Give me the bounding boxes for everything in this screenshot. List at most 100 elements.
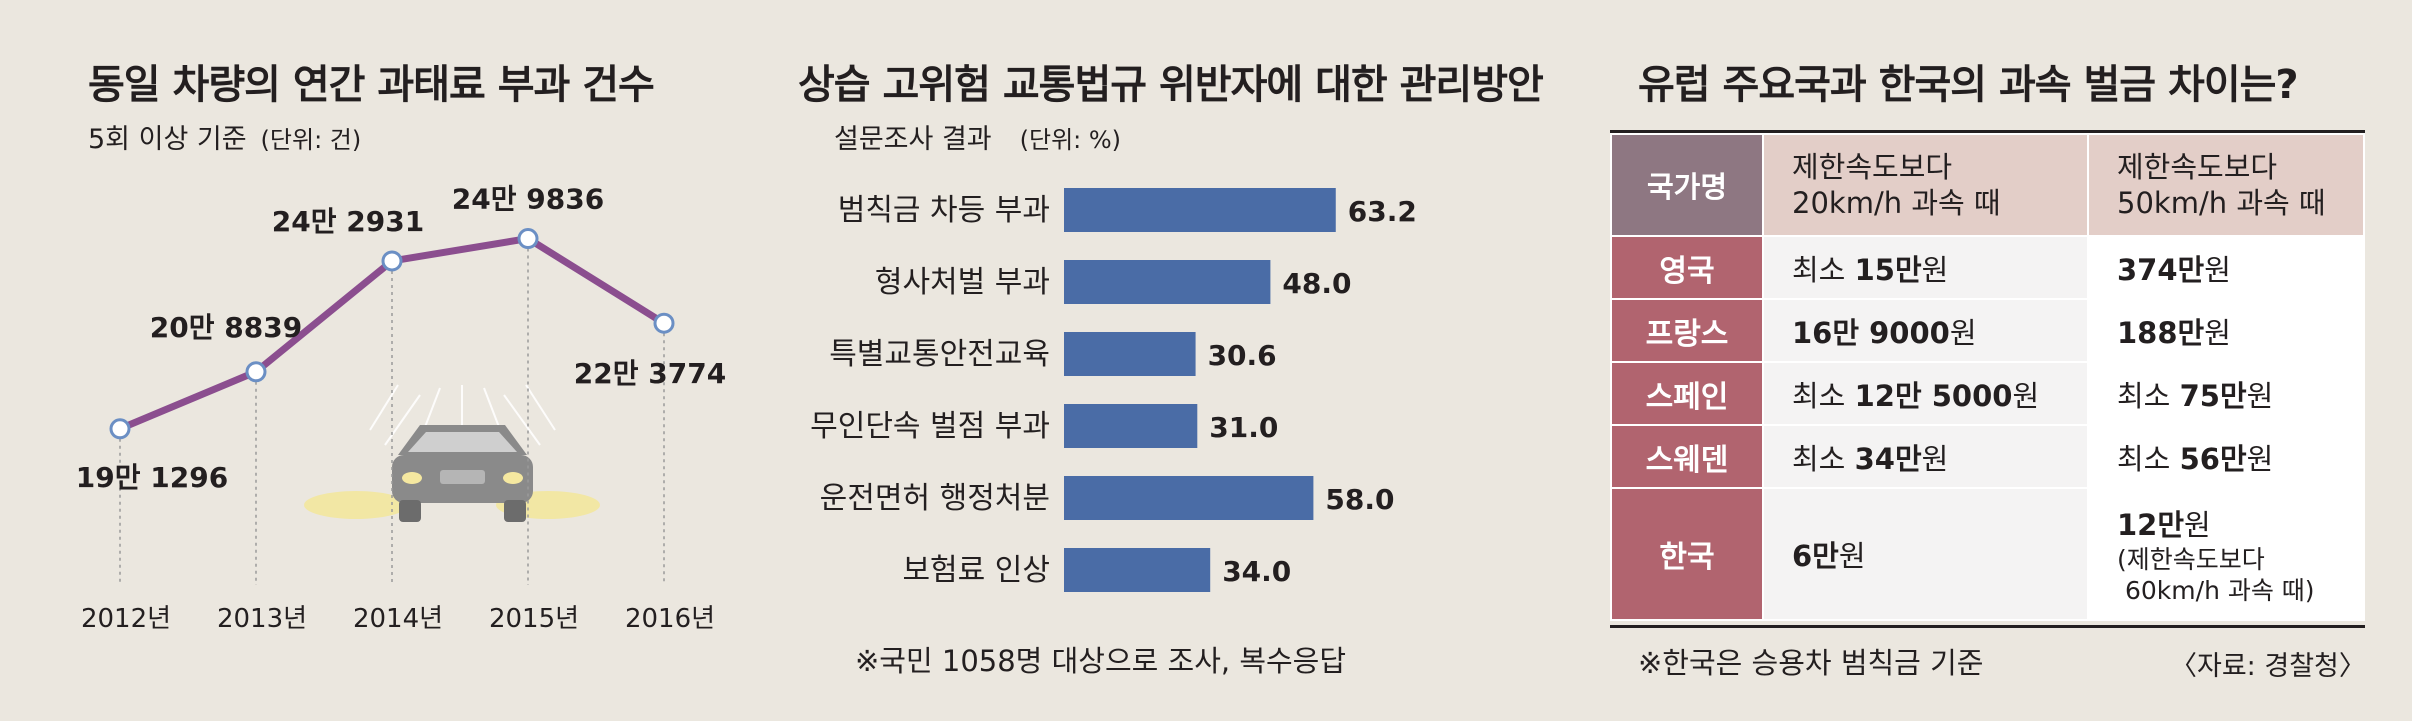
line-chart: 19만 1296 20만 8839 24만 2931 24만 9836 22만 3774… bbox=[76, 183, 726, 634]
line-chart-subtitle-text: 5회 이상 기준 bbox=[88, 124, 247, 155]
x-tick-label: 2013년 bbox=[217, 604, 307, 634]
fine-50-cell: 188만원 bbox=[2087, 298, 2365, 363]
table-row: 프랑스 16만 9000원 188만원 bbox=[1610, 298, 2365, 363]
data-point bbox=[653, 312, 675, 334]
category-label: 보험료 인상 bbox=[902, 553, 1050, 588]
fine-unit: 원 bbox=[2012, 378, 2040, 413]
bar-chart-title: 상습 고위험 교통법규 위반자에 대한 관리방안 bbox=[798, 62, 1544, 108]
bar-value-label: 31.0 bbox=[1209, 411, 1278, 444]
fine-amount: 34만 bbox=[1854, 441, 1922, 476]
fine-unit: 원 bbox=[1949, 315, 1977, 350]
bar-chart-note: ※국민 1058명 대상으로 조사, 복수응답 bbox=[855, 644, 1347, 678]
x-tick-label: 2015년 bbox=[489, 604, 579, 634]
fine-unit: 원 bbox=[2204, 252, 2231, 287]
fine-unit: 원 bbox=[2184, 507, 2211, 542]
data-label: 24만 9836 bbox=[452, 183, 604, 216]
bar bbox=[1064, 260, 1271, 304]
bar-value-label: 63.2 bbox=[1348, 195, 1417, 228]
fine-20-cell: 최소 12만 5000원 bbox=[1762, 361, 2089, 426]
data-point bbox=[245, 361, 267, 383]
x-tick-label: 2014년 bbox=[353, 604, 443, 634]
category-label: 운전면허 행정처분 bbox=[820, 481, 1050, 516]
fine-amount: 16만 9000 bbox=[1792, 315, 1950, 350]
header-country: 국가명 bbox=[1610, 133, 1764, 237]
fine-20-cell: 최소 15만원 bbox=[1762, 235, 2089, 300]
category-label: 형사처벌 부과 bbox=[875, 265, 1050, 300]
x-tick-label: 2012년 bbox=[81, 604, 171, 634]
data-label: 20만 8839 bbox=[150, 311, 302, 344]
country-cell: 스페인 bbox=[1610, 361, 1764, 426]
header-20kmh-line1: 제한속도보다 bbox=[1792, 149, 1953, 184]
fine-table-panel: 유럽 주요국과 한국의 과속 벌금 차이는? 국가명 제한속도보다 20km/h… bbox=[1590, 0, 2412, 721]
bar bbox=[1064, 404, 1198, 448]
header-20kmh: 제한속도보다 20km/h 과속 때 bbox=[1762, 133, 2089, 237]
fine-prefix: 최소 bbox=[2117, 441, 2180, 476]
line-chart-title: 동일 차량의 연간 과태료 부과 건수 bbox=[88, 62, 655, 108]
table-row: 한국 6만원 12만원 (제한속도보다 60km/h 과속 때) bbox=[1610, 487, 2365, 621]
fine-amount: 56만 bbox=[2179, 441, 2247, 476]
bar-chart-unit: (단위: %) bbox=[1019, 126, 1122, 154]
country-cell: 한국 bbox=[1610, 487, 1764, 621]
bar-chart-panel: 상습 고위험 교통법규 위반자에 대한 관리방안 설문조사 결과 (단위: %) … bbox=[770, 0, 1590, 721]
fine-unit: 원 bbox=[2246, 378, 2274, 413]
category-label: 무인단속 벌점 부과 bbox=[810, 409, 1050, 444]
bar-value-label: 30.6 bbox=[1208, 339, 1277, 372]
fine-amount: 188만 bbox=[2117, 315, 2205, 350]
table-row: 스페인 최소 12만 5000원 최소 75만원 bbox=[1610, 361, 2365, 426]
fine-unit: 원 bbox=[1838, 539, 1866, 573]
bar-chart-subtitle: 설문조사 결과 (단위: %) bbox=[834, 117, 1121, 156]
x-tick-label: 2016년 bbox=[625, 604, 715, 634]
bar-value-label: 48.0 bbox=[1282, 267, 1351, 300]
fine-amount: 6만 bbox=[1792, 539, 1839, 573]
data-point bbox=[381, 250, 403, 272]
bar-chart-subtitle-text: 설문조사 결과 bbox=[834, 124, 992, 155]
bar-chart: 범칙금 차등 부과 63.2 형사처벌 부과 48.0 특별교통안전교육 30.6 무인단속… bbox=[810, 188, 1417, 592]
fine-20-cell: 6만원 bbox=[1762, 487, 2089, 621]
fine-50-cell: 374만원 bbox=[2087, 235, 2365, 300]
country-cell: 영국 bbox=[1610, 235, 1764, 300]
bar bbox=[1064, 188, 1336, 232]
fine-unit: 원 bbox=[2204, 315, 2231, 350]
header-50kmh: 제한속도보다 50km/h 과속 때 bbox=[2087, 133, 2365, 237]
fine-amount: 12만 5000 bbox=[1854, 378, 2013, 413]
header-50kmh-line1: 제한속도보다 bbox=[2117, 149, 2278, 184]
table-row: 영국 최소 15만원 374만원 bbox=[1610, 235, 2365, 300]
bar-value-label: 34.0 bbox=[1222, 555, 1291, 588]
fine-amount: 15만 bbox=[1854, 252, 1922, 287]
fine-unit: 원 bbox=[1921, 252, 1949, 287]
fine-50-cell: 최소 56만원 bbox=[2087, 424, 2365, 489]
fine-amount: 75만 bbox=[2179, 378, 2247, 413]
data-point bbox=[517, 228, 539, 250]
fine-unit: 원 bbox=[2246, 441, 2274, 476]
fine-50-cell: 최소 75만원 bbox=[2087, 361, 2365, 426]
line-chart-panel: 동일 차량의 연간 과태료 부과 건수 5회 이상 기준 (단위: 건) bbox=[0, 0, 770, 721]
data-label: 22만 3774 bbox=[574, 357, 726, 390]
country-cell: 프랑스 bbox=[1610, 298, 1764, 363]
fine-amount: 12만 bbox=[2117, 507, 2185, 542]
fine-korea-main: 12만원 bbox=[2117, 502, 2363, 544]
table-bottom-rule bbox=[1610, 625, 2365, 628]
data-label: 24만 2931 bbox=[272, 205, 424, 238]
line-chart-unit: (단위: 건) bbox=[260, 126, 362, 154]
bar-value-label: 58.0 bbox=[1325, 483, 1394, 516]
table-row: 스웨덴 최소 34만원 최소 56만원 bbox=[1610, 424, 2365, 489]
table-header-row: 국가명 제한속도보다 20km/h 과속 때 제한속도보다 50km/h 과속 … bbox=[1610, 133, 2365, 237]
header-50kmh-line2: 50km/h 과속 때 bbox=[2117, 186, 2326, 220]
fine-prefix: 최소 bbox=[2117, 378, 2180, 413]
category-label: 특별교통안전교육 bbox=[829, 337, 1050, 372]
country-cell: 스웨덴 bbox=[1610, 424, 1764, 489]
fine-korea-note-1: (제한속도보다 bbox=[2117, 544, 2265, 574]
bar bbox=[1064, 332, 1196, 376]
fine-table: 국가명 제한속도보다 20km/h 과속 때 제한속도보다 50km/h 과속 … bbox=[1610, 133, 2365, 621]
table-note: ※한국은 승용차 범칙금 기준 bbox=[1638, 646, 1984, 680]
fine-table-title: 유럽 주요국과 한국의 과속 벌금 차이는? bbox=[1638, 62, 2299, 108]
fine-prefix: 최소 bbox=[1792, 441, 1855, 476]
fine-unit: 원 bbox=[1921, 441, 1949, 476]
line-chart-subtitle: 5회 이상 기준 (단위: 건) bbox=[88, 117, 361, 156]
bar bbox=[1064, 476, 1314, 520]
data-point bbox=[109, 418, 131, 440]
bar bbox=[1064, 548, 1211, 592]
table-top-rule bbox=[1610, 130, 2365, 133]
table-source: 〈자료: 경찰청〉 bbox=[2170, 651, 2366, 682]
header-20kmh-line2: 20km/h 과속 때 bbox=[1792, 186, 2001, 220]
